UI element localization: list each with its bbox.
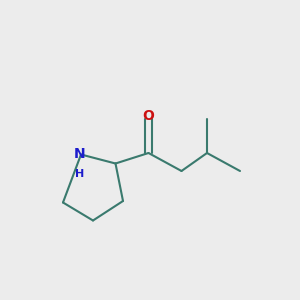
Text: H: H — [75, 169, 84, 179]
Text: O: O — [142, 109, 154, 123]
Text: N: N — [74, 147, 85, 161]
